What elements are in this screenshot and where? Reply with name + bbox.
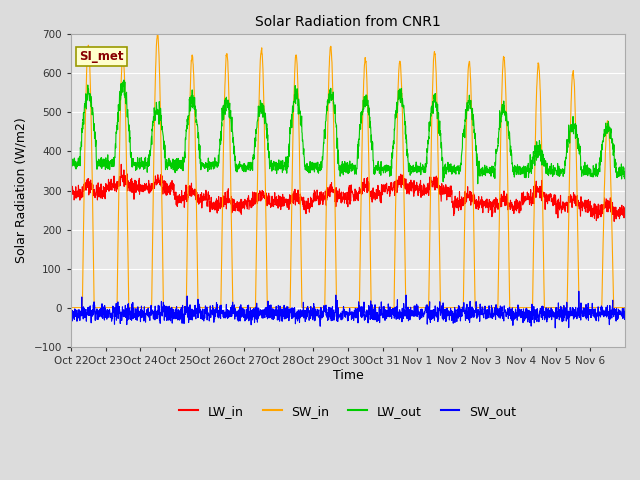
LW_out — [123, 89, 131, 95]
Line: SW_out: SW_out — [71, 291, 625, 328]
SW_in — [154, 31, 161, 36]
LW_in — [611, 218, 618, 224]
Y-axis label: Solar Radiation (W/m2): Solar Radiation (W/m2) — [15, 118, 28, 264]
SW_in — [122, 150, 130, 156]
SW_out — [381, 317, 389, 323]
Text: SI_met: SI_met — [79, 50, 124, 63]
SW_in — [614, 305, 621, 311]
LW_in — [117, 161, 125, 167]
SW_out — [515, 311, 522, 317]
SW_out — [546, 310, 554, 316]
LW_out — [381, 170, 389, 176]
LW_out — [515, 163, 523, 169]
LW_out — [614, 169, 621, 175]
LW_in — [381, 186, 389, 192]
Line: SW_in: SW_in — [71, 34, 625, 308]
LW_out — [67, 167, 75, 172]
SW_out — [575, 288, 582, 294]
SW_in — [547, 305, 554, 311]
LW_in — [123, 178, 131, 183]
LW_in — [243, 202, 250, 207]
SW_in — [243, 305, 250, 311]
SW_in — [515, 305, 523, 311]
SW_in — [381, 305, 389, 311]
LW_out — [474, 181, 482, 187]
Legend: LW_in, SW_in, LW_out, SW_out: LW_in, SW_in, LW_out, SW_out — [175, 400, 522, 423]
Line: LW_out: LW_out — [71, 80, 625, 184]
Line: LW_in: LW_in — [71, 164, 625, 221]
LW_out — [621, 168, 629, 174]
SW_out — [242, 312, 250, 318]
LW_out — [243, 165, 250, 170]
X-axis label: Time: Time — [333, 369, 364, 382]
SW_in — [67, 305, 75, 311]
SW_out — [614, 316, 621, 322]
SW_out — [552, 325, 559, 331]
LW_out — [120, 77, 128, 83]
LW_in — [614, 212, 621, 217]
LW_in — [515, 200, 523, 206]
SW_in — [621, 305, 629, 311]
SW_out — [67, 310, 75, 316]
SW_out — [621, 305, 629, 311]
LW_in — [621, 208, 629, 214]
LW_out — [547, 168, 554, 173]
LW_in — [67, 188, 75, 193]
LW_in — [547, 191, 554, 197]
Title: Solar Radiation from CNR1: Solar Radiation from CNR1 — [255, 15, 441, 29]
SW_out — [122, 308, 130, 313]
